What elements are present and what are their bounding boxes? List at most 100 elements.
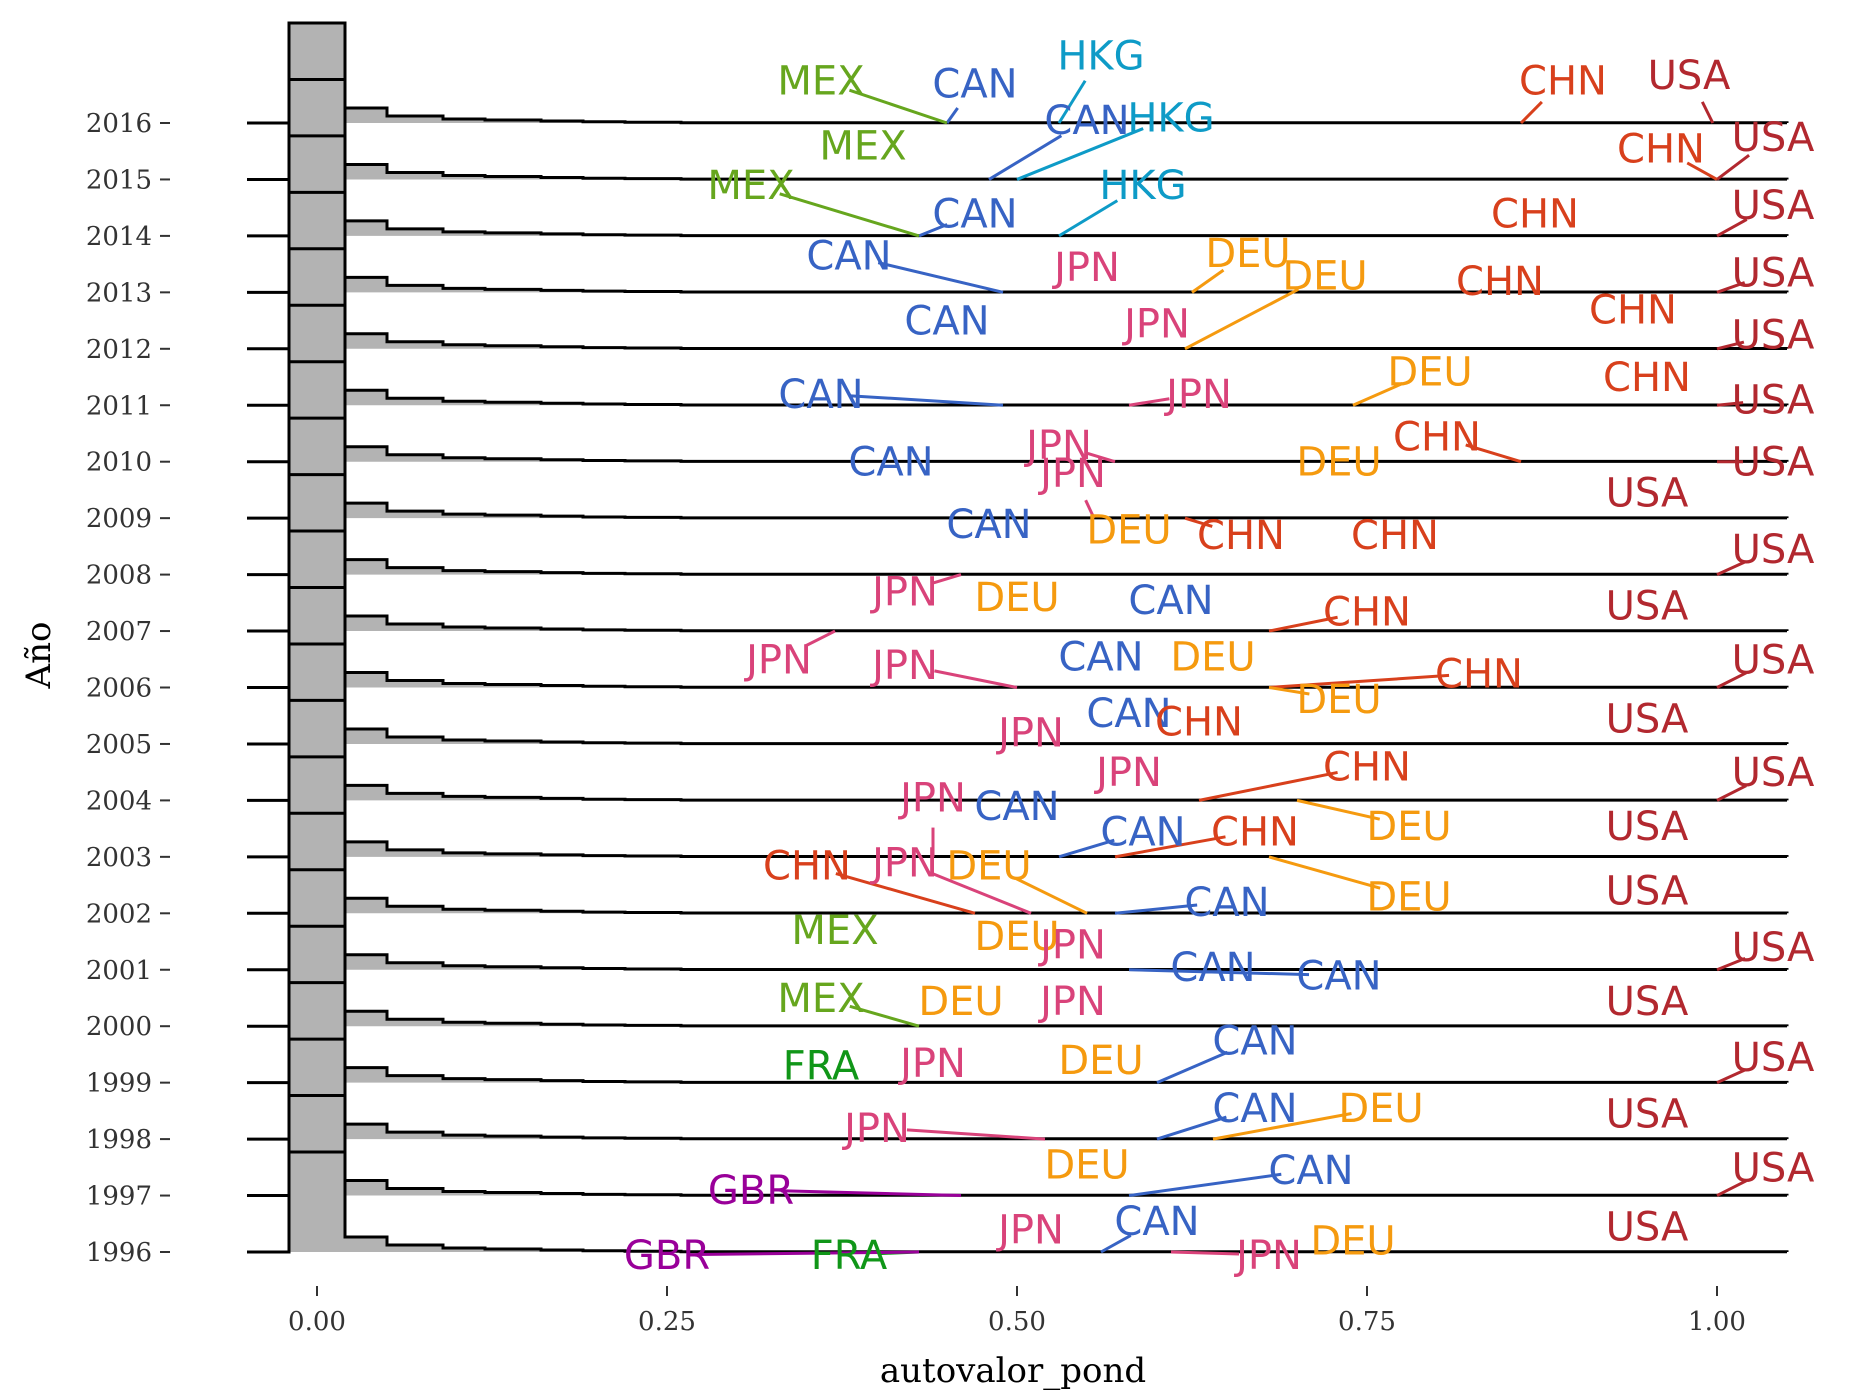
leader-line-deu-2011-27 bbox=[1352, 382, 1404, 407]
country-label-can-1999-84: CAN bbox=[1212, 1018, 1297, 1064]
country-label-usa-1998-88: USA bbox=[1606, 1092, 1689, 1138]
country-label-jpn-1998-91: JPN bbox=[841, 1106, 910, 1152]
leader-line-jpn-2002-71 bbox=[932, 872, 1032, 915]
leader-line-jpn-2008-44 bbox=[933, 573, 962, 585]
y-tick-label-2005: 2005 bbox=[86, 730, 152, 760]
country-label-usa-1999-83: USA bbox=[1732, 1035, 1815, 1081]
country-label-can-1997-94: CAN bbox=[1268, 1148, 1353, 1194]
leader-line-hkg-2014-12 bbox=[1058, 199, 1119, 238]
country-label-deu-2004-62: DEU bbox=[1366, 804, 1451, 850]
country-label-jpn-1996-100: JPN bbox=[1233, 1233, 1302, 1279]
ridge-line-2004 bbox=[247, 698, 1789, 802]
country-label-can-2016-3: CAN bbox=[932, 61, 1017, 107]
leader-line-usa-2013-15 bbox=[1716, 281, 1746, 294]
country-label-jpn-2009-39: JPN bbox=[1037, 451, 1106, 497]
leader-line-usa-1997-93 bbox=[1716, 1179, 1747, 1197]
ridge-line-2012 bbox=[247, 247, 1789, 351]
country-label-can-2010-34: CAN bbox=[848, 440, 933, 486]
country-label-can-2013-19: CAN bbox=[806, 234, 891, 280]
country-label-chn-2009-36: CHN bbox=[1351, 513, 1439, 559]
leader-line-deu-2004-62 bbox=[1296, 798, 1381, 821]
country-label-chn-2013-16: CHN bbox=[1456, 259, 1544, 305]
y-tick-label-1998: 1998 bbox=[86, 1125, 152, 1155]
y-tick-label-2000: 2000 bbox=[86, 1012, 152, 1042]
leader-line-gbr-1996-102 bbox=[696, 1250, 920, 1256]
ridge-line-2002 bbox=[247, 811, 1789, 915]
leader-line-usa-2016-0 bbox=[1700, 101, 1715, 124]
leader-line-usa-2011-25 bbox=[1716, 401, 1744, 407]
country-label-can-2002-70: CAN bbox=[1184, 880, 1269, 926]
x-tick-label-1: 0.25 bbox=[638, 1307, 696, 1337]
country-label-chn-2011-26: CHN bbox=[1603, 355, 1691, 401]
country-label-chn-2014-11: CHN bbox=[1491, 191, 1579, 237]
leader-line-deu-2012-22 bbox=[1184, 288, 1300, 351]
country-label-usa-2014-10: USA bbox=[1732, 183, 1815, 229]
ridge-line-2003 bbox=[247, 755, 1789, 859]
country-label-deu-1998-92: DEU bbox=[1044, 1143, 1129, 1189]
country-label-jpn-1997-95: JPN bbox=[995, 1207, 1064, 1253]
country-label-deu-2006-52: DEU bbox=[1296, 677, 1381, 723]
country-label-usa-2010-30: USA bbox=[1732, 440, 1815, 486]
country-label-deu-1998-90: DEU bbox=[1338, 1086, 1423, 1132]
leader-line-can-1996-98 bbox=[1100, 1234, 1132, 1254]
leader-line-usa-2001-76 bbox=[1716, 956, 1746, 972]
country-label-layer: USACHNHKGCANMEXUSACHNHKGCANMEXUSACHNHKGC… bbox=[624, 33, 1815, 1279]
country-label-chn-2012-21: CHN bbox=[1589, 287, 1677, 333]
country-label-jpn-2002-75: JPN bbox=[1037, 922, 1106, 968]
country-label-usa-2001-76: USA bbox=[1732, 925, 1815, 971]
leader-line-chn-2009-37 bbox=[1184, 516, 1213, 528]
y-tick-label-2002: 2002 bbox=[86, 899, 152, 929]
leader-line-hkg-2016-2 bbox=[1057, 79, 1087, 124]
country-label-deu-2002-74: DEU bbox=[974, 914, 1059, 960]
ridge-layer bbox=[247, 21, 1789, 1254]
leader-line-usa-2012-20 bbox=[1716, 340, 1745, 351]
leader-line-layer bbox=[696, 79, 1750, 1256]
country-label-can-2015-8: CAN bbox=[1044, 98, 1129, 144]
country-label-deu-2011-27: DEU bbox=[1387, 349, 1472, 395]
country-label-fra-1996-101: FRA bbox=[811, 1233, 888, 1279]
country-label-usa-2012-20: USA bbox=[1732, 313, 1815, 359]
country-label-usa-2011-25: USA bbox=[1732, 378, 1815, 424]
country-label-usa-2002-68: USA bbox=[1606, 869, 1689, 915]
y-tick-label-1996: 1996 bbox=[86, 1238, 152, 1268]
country-label-usa-2000-79: USA bbox=[1606, 979, 1689, 1025]
leader-line-chn-2016-1 bbox=[1519, 100, 1543, 125]
country-label-deu-2009-38: DEU bbox=[1086, 507, 1171, 553]
ridge-line-1997 bbox=[247, 1094, 1789, 1198]
country-label-jpn-2013-18: JPN bbox=[1051, 245, 1120, 291]
country-label-can-2007-48: CAN bbox=[1058, 634, 1143, 680]
country-label-chn-2015-6: CHN bbox=[1617, 126, 1705, 172]
country-label-can-2012-24: CAN bbox=[904, 299, 989, 345]
ridge-line-1998 bbox=[247, 1037, 1789, 1141]
country-label-jpn-2006-54: JPN bbox=[869, 643, 938, 689]
leader-line-mex-2000-80 bbox=[849, 1004, 920, 1028]
country-label-chn-2016-1: CHN bbox=[1519, 59, 1607, 105]
country-label-can-2004-61: CAN bbox=[974, 784, 1059, 830]
country-label-gbr-1996-102: GBR bbox=[624, 1233, 710, 1279]
country-label-mex-2015-9: MEX bbox=[819, 124, 906, 170]
ridge-line-2009 bbox=[247, 416, 1789, 520]
leader-line-deu-2003-67 bbox=[1268, 855, 1381, 890]
country-label-mex-2016-4: MEX bbox=[777, 59, 864, 105]
ridge-fill-1997 bbox=[247, 1095, 1787, 1196]
country-label-can-2003-65: CAN bbox=[1100, 809, 1185, 855]
x-axis-title: autovalor_pond bbox=[880, 1351, 1146, 1391]
country-label-can-2011-29: CAN bbox=[778, 372, 863, 418]
country-label-chn-2006-51: CHN bbox=[1435, 651, 1523, 697]
y-tick-label-2016: 2016 bbox=[86, 109, 152, 139]
x-tick-label-2: 0.50 bbox=[988, 1307, 1046, 1337]
leader-line-can-2002-70 bbox=[1114, 903, 1198, 915]
y-tick-label-2006: 2006 bbox=[86, 674, 152, 704]
country-label-hkg-2015-7: HKG bbox=[1127, 95, 1214, 141]
country-label-mex-2002-73: MEX bbox=[791, 908, 878, 954]
ridge-fill-1998 bbox=[247, 1039, 1787, 1140]
leader-line-mex-2014-14 bbox=[779, 192, 920, 238]
country-label-can-1998-89: CAN bbox=[1212, 1086, 1297, 1132]
leader-line-can-1999-84 bbox=[1156, 1050, 1229, 1085]
leader-line-chn-2015-6 bbox=[1686, 161, 1718, 181]
country-label-deu-2012-22: DEU bbox=[1282, 253, 1367, 299]
leader-line-usa-2015-5 bbox=[1716, 154, 1750, 181]
country-label-can-1996-98: CAN bbox=[1114, 1199, 1199, 1245]
country-label-deu-2013-17: DEU bbox=[1205, 231, 1290, 277]
